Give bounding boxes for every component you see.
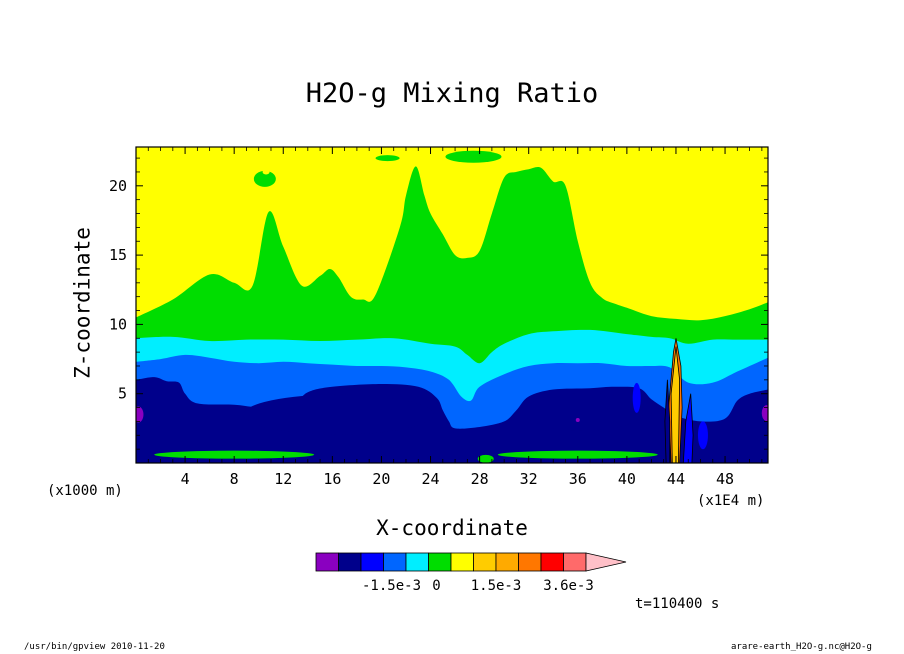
x-tick-label: 16 bbox=[323, 470, 341, 488]
contour-blob bbox=[477, 454, 494, 463]
colorbar-cell bbox=[563, 552, 587, 572]
contour-core bbox=[761, 405, 768, 422]
colorbar-cell bbox=[338, 552, 362, 572]
x-tick-label: 44 bbox=[667, 470, 685, 488]
footer-right-text: arare-earth_H2O-g.nc@H2O-g bbox=[731, 642, 872, 652]
convective-tower-contour bbox=[670, 346, 681, 463]
x-tick-label: 36 bbox=[569, 470, 587, 488]
colorbar-cell bbox=[315, 552, 339, 572]
contour-blob bbox=[632, 382, 641, 413]
colorbar-cell bbox=[428, 552, 452, 572]
x-tick-label: 12 bbox=[274, 470, 292, 488]
colorbar-cell bbox=[540, 552, 564, 572]
chart-title: H2O-g Mixing Ratio bbox=[305, 78, 599, 109]
contour-core bbox=[136, 406, 144, 423]
contour-blob bbox=[262, 169, 270, 175]
x-tick-label: 20 bbox=[372, 470, 390, 488]
y-axis-ticks: 5 10 15 20 bbox=[109, 157, 768, 450]
contour-blob bbox=[375, 155, 400, 162]
contour-blob bbox=[497, 450, 658, 459]
x-unit-left-label: (x1000 m) bbox=[47, 483, 123, 499]
contour-core bbox=[575, 418, 580, 423]
colorbar-label: 0 bbox=[432, 578, 441, 594]
convective-tower-contour bbox=[682, 393, 694, 463]
x-tick-label: 48 bbox=[716, 470, 734, 488]
contour-details bbox=[136, 150, 768, 463]
colorbar-label: -1.5e-3 bbox=[361, 578, 422, 594]
plot-frame bbox=[135, 146, 769, 464]
y-tick-label: 15 bbox=[109, 246, 127, 264]
contour-blob bbox=[523, 392, 644, 431]
x-tick-label: 28 bbox=[471, 470, 489, 488]
y-tick-label: 5 bbox=[118, 385, 127, 403]
x-unit-right-label: (x1E4 m) bbox=[697, 493, 765, 509]
colorbar-label: 1.5e-3 bbox=[470, 578, 522, 594]
time-stamp-label: t=110400 s bbox=[635, 596, 720, 612]
contour-blob bbox=[445, 150, 502, 163]
colorbar-label: 3.6e-3 bbox=[543, 578, 594, 594]
colorbar-cell bbox=[383, 552, 407, 572]
footer-left-text: /usr/bin/gpview 2010-11-20 bbox=[24, 642, 165, 652]
contour-blob bbox=[697, 421, 708, 450]
colorbar-cell bbox=[518, 552, 542, 572]
y-tick-label: 20 bbox=[109, 177, 127, 195]
colorbar-cell bbox=[360, 552, 384, 572]
x-tick-label: 32 bbox=[520, 470, 538, 488]
x-axis-label: X-coordinate bbox=[376, 516, 528, 540]
x-tick-label: 4 bbox=[181, 470, 190, 488]
contour-blob bbox=[243, 394, 434, 435]
y-tick-label: 10 bbox=[109, 315, 127, 333]
colorbar-cell bbox=[473, 552, 497, 572]
colorbar-arrow bbox=[585, 552, 627, 572]
x-tick-label: 40 bbox=[618, 470, 636, 488]
colorbar bbox=[315, 552, 627, 572]
y-axis-label: Z-coordinate bbox=[70, 227, 95, 379]
x-tick-label: 24 bbox=[421, 470, 439, 488]
contour-blob bbox=[154, 450, 315, 459]
colorbar-cell bbox=[495, 552, 519, 572]
convective-tower-contour bbox=[664, 379, 671, 463]
contour-blob bbox=[253, 170, 276, 187]
x-axis-ticks: 4 8 12 16 20 24 28 32 36 40 44 48 bbox=[147, 147, 763, 488]
colorbar-cell bbox=[450, 552, 474, 572]
x-tick-label: 8 bbox=[230, 470, 239, 488]
contour-fill-layer bbox=[136, 150, 768, 463]
colorbar-cell bbox=[405, 552, 429, 572]
